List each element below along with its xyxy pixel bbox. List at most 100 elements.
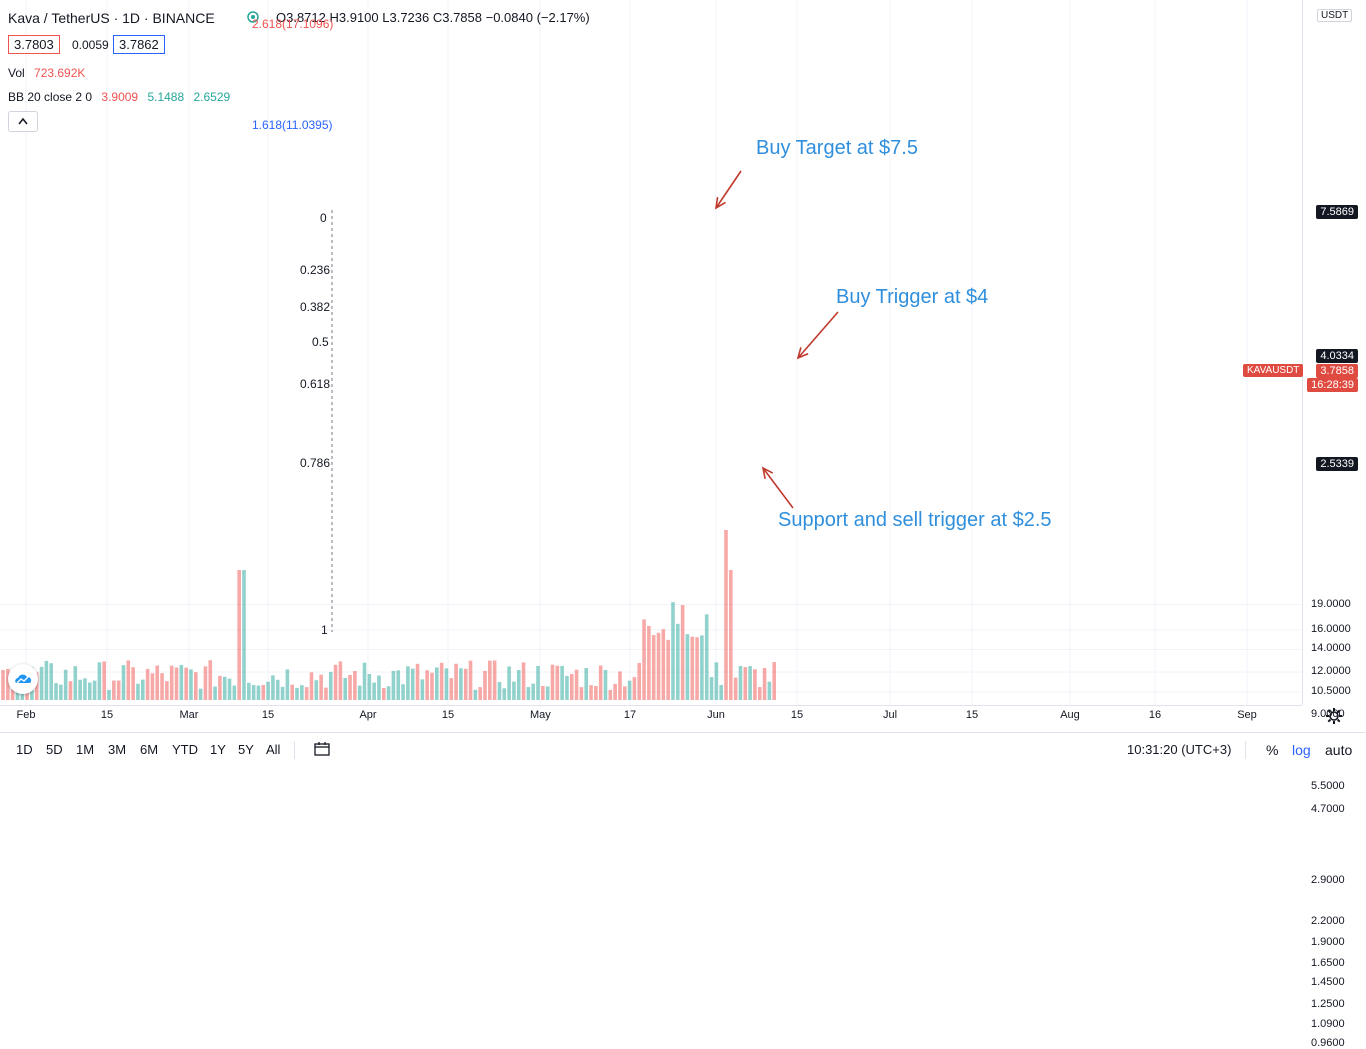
volume-bar [381, 688, 386, 700]
volume-bar [362, 662, 367, 700]
tf-all[interactable]: All [266, 742, 281, 757]
tf-6m[interactable]: 6M [140, 742, 159, 757]
log-toggle[interactable]: log [1292, 742, 1311, 758]
volume-bar [449, 678, 454, 700]
gear-icon[interactable] [1324, 706, 1344, 731]
volume-bar [328, 671, 333, 700]
calendar-range-icon[interactable] [314, 741, 332, 762]
buy-target-price-tag: 7.5869 [1316, 205, 1358, 219]
volume-bar [584, 668, 589, 700]
volume-bar [275, 679, 280, 700]
volume-bar [656, 632, 661, 700]
volume-bar [743, 667, 748, 700]
price-tick-label: 9.0000 [1311, 707, 1345, 720]
tf-3m[interactable]: 3M [108, 742, 127, 757]
volume-bar [304, 687, 309, 700]
ohlc-readout: O3.8712 H3.9100 L3.7236 C3.7858 −0.0840 … [276, 10, 590, 25]
volume-bar [247, 682, 251, 700]
volume-bar [1, 670, 5, 700]
volume-bar [459, 668, 463, 700]
tf-1d[interactable]: 1D [16, 742, 33, 757]
volume-bar [73, 666, 78, 700]
volume-bar [78, 679, 82, 700]
fib-level-0: 0 [320, 211, 327, 225]
volume-bar [700, 635, 704, 700]
tradingview-logo-icon[interactable] [8, 664, 38, 694]
volume-bar [10, 689, 15, 700]
support-annotation: Support and sell trigger at $2.5 [778, 509, 1052, 531]
volume-bar [213, 686, 217, 700]
time-tick-label: 15 [100, 709, 114, 721]
chevron-up-icon[interactable] [8, 111, 38, 132]
fib-level-05: 0.5 [312, 335, 329, 349]
volume-bar [574, 669, 579, 700]
volume-bar [256, 685, 261, 700]
clock[interactable]: 10:31:20 (UTC+3) [1127, 742, 1232, 757]
volume-bar [83, 678, 87, 700]
tf-5d[interactable]: 5D [46, 742, 63, 757]
volume-bar [488, 660, 492, 700]
volume-bar [642, 619, 646, 700]
volume-bar [237, 570, 241, 700]
buy-trigger-arrow [797, 311, 839, 359]
percent-toggle[interactable]: % [1266, 742, 1279, 758]
volume-bar [473, 689, 478, 700]
tf-5y[interactable]: 5Y [238, 742, 254, 757]
volume-bar [179, 664, 184, 700]
volume-bar [194, 672, 198, 700]
volume-bar [131, 667, 135, 700]
volume-bar [150, 673, 155, 700]
bottom-toolbar: 1D 5D 1M 3M 6M YTD 1Y 5Y All 10:31:20 (U… [0, 732, 1366, 769]
volume-bar [772, 662, 776, 700]
volume-bar [613, 683, 617, 700]
volume-bar [218, 675, 222, 700]
price-tick-label: 19.0000 [1311, 597, 1351, 610]
ask-price-box[interactable]: 3.7862 [113, 35, 165, 54]
volume-bar [579, 687, 584, 700]
volume-bar [512, 681, 516, 700]
volume-bar [497, 682, 502, 700]
time-tick-label: Sep [1237, 709, 1257, 721]
price-tick-label: 0.9600 [1311, 1036, 1345, 1049]
volume-bar [68, 681, 73, 700]
volume-bar [671, 602, 675, 700]
volume-bar [121, 665, 126, 700]
volume-bar [714, 662, 719, 700]
auto-toggle[interactable]: auto [1325, 742, 1353, 758]
tf-1y[interactable]: 1Y [210, 742, 226, 757]
chart-canvas[interactable] [0, 0, 1366, 768]
time-tick-label: Feb [16, 709, 36, 721]
volume-bar [415, 663, 420, 700]
volume-bar [169, 665, 174, 700]
price-tick-label: 4.7000 [1311, 803, 1345, 816]
volume-bar [753, 669, 757, 700]
volume-bar [324, 687, 328, 700]
volume-bar [136, 683, 140, 700]
last-price-tag: 3.7858 [1316, 364, 1358, 378]
buy-trigger-price-tag: 4.0334 [1316, 349, 1358, 363]
volume-bar [112, 680, 116, 700]
tf-ytd[interactable]: YTD [172, 742, 198, 757]
volume-bar [285, 669, 290, 700]
volume-legend: Vol 723.692K [8, 66, 86, 80]
volume-bar [666, 639, 670, 700]
volume-bar [222, 676, 227, 700]
volume-bar [44, 660, 49, 700]
symbol-title: Kava / TetherUS · 1D · BINANCE [8, 10, 215, 26]
price-tick-label: 1.6500 [1311, 957, 1345, 970]
volume-bar [627, 680, 632, 700]
price-tick-label: 12.0000 [1311, 665, 1351, 678]
time-axis[interactable] [0, 705, 1302, 733]
tf-1m[interactable]: 1M [76, 742, 95, 757]
volume-bar [208, 660, 213, 700]
fib-ext-1618: 1.618(11.0395) [252, 118, 333, 132]
eye-icon[interactable] [246, 10, 260, 27]
volume-bar [6, 668, 10, 700]
buy-trigger-annotation: Buy Trigger at $4 [836, 286, 989, 308]
bid-price-box[interactable]: 3.7803 [8, 35, 60, 54]
time-tick-label: Jul [882, 709, 898, 721]
volume-bar [165, 681, 169, 700]
volume-bar [271, 675, 275, 700]
price-tick-label: 16.0000 [1311, 622, 1351, 635]
volume-bar [531, 683, 535, 700]
